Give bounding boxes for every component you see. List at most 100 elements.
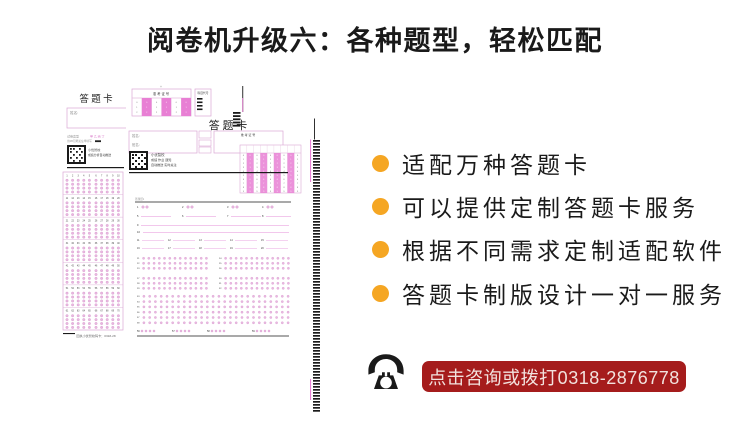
- svg-text:2: 2: [146, 112, 147, 114]
- svg-text:3: 3: [270, 167, 271, 169]
- svg-text:试卷类型: 试卷类型: [67, 134, 79, 139]
- svg-text:8: 8: [284, 187, 285, 189]
- svg-text:小优智校: 小优智校: [151, 152, 165, 157]
- svg-text:3: 3: [290, 167, 291, 169]
- svg-text:5: 5: [277, 175, 278, 177]
- svg-text:3: 3: [256, 167, 257, 169]
- svg-text:8: 8: [243, 187, 244, 189]
- svg-text:9: 9: [297, 191, 298, 193]
- svg-text:8: 8: [263, 187, 264, 189]
- svg-text:答 题 卡: 答 题 卡: [79, 93, 113, 105]
- svg-text:姓名:: 姓名:: [70, 110, 78, 115]
- svg-text:0: 0: [166, 102, 167, 104]
- svg-text:7: 7: [277, 183, 278, 185]
- svg-text:9: 9: [270, 191, 271, 193]
- svg-text:甲 乙 丙 丁: 甲 乙 丙 丁: [90, 134, 105, 139]
- svg-text:9: 9: [290, 191, 291, 193]
- svg-text:8: 8: [256, 187, 257, 189]
- svg-text:2: 2: [297, 163, 298, 165]
- svg-text:6: 6: [263, 179, 264, 181]
- svg-text:0: 0: [284, 155, 285, 157]
- svg-text:7: 7: [256, 183, 257, 185]
- svg-text:成绩分析自动推送: 成绩分析自动推送: [88, 152, 111, 157]
- svg-text:5: 5: [263, 175, 264, 177]
- svg-text:9: 9: [284, 191, 285, 193]
- svg-text:5: 5: [243, 175, 244, 177]
- svg-text:0: 0: [136, 102, 137, 104]
- svg-text:1: 1: [146, 107, 147, 109]
- svg-text:6: 6: [290, 179, 291, 181]
- svg-text:1: 1: [263, 159, 264, 161]
- svg-text:回执小优智校码卡：0318-28: 回执小优智校码卡：0318-28: [76, 333, 115, 338]
- svg-text:成绩 作业 通知: 成绩 作业 通知: [151, 157, 171, 162]
- svg-text:1: 1: [136, 107, 137, 109]
- svg-text:7: 7: [290, 183, 291, 185]
- svg-text:1: 1: [156, 107, 157, 109]
- svg-text:7: 7: [243, 183, 244, 185]
- svg-text:2: 2: [156, 112, 157, 114]
- svg-text:0: 0: [256, 155, 257, 157]
- svg-text:姓名:: 姓名:: [132, 133, 140, 138]
- svg-text:9: 9: [250, 191, 251, 193]
- svg-text:5: 5: [297, 175, 298, 177]
- svg-text:1: 1: [250, 159, 251, 161]
- svg-text:2: 2: [250, 163, 251, 165]
- svg-text:7: 7: [250, 183, 251, 185]
- svg-text:5: 5: [270, 175, 271, 177]
- svg-text:6: 6: [277, 179, 278, 181]
- svg-text:答 题 卡: 答 题 卡: [209, 118, 248, 132]
- svg-text:1: 1: [270, 159, 271, 161]
- svg-text:9: 9: [263, 191, 264, 193]
- svg-text:7: 7: [284, 183, 285, 185]
- svg-text:2: 2: [290, 163, 291, 165]
- svg-text:1: 1: [176, 107, 177, 109]
- svg-text:8: 8: [297, 187, 298, 189]
- svg-text:8: 8: [250, 187, 251, 189]
- svg-text:9: 9: [256, 191, 257, 193]
- svg-text:小优智校: 小优智校: [88, 147, 100, 152]
- svg-text:3: 3: [250, 167, 251, 169]
- svg-text:8: 8: [270, 187, 271, 189]
- svg-text:5: 5: [256, 175, 257, 177]
- svg-text:1: 1: [186, 107, 187, 109]
- svg-text:答题纸1: 答题纸1: [135, 197, 145, 201]
- svg-text:0: 0: [186, 102, 187, 104]
- svg-text:6: 6: [284, 179, 285, 181]
- svg-text:1: 1: [284, 159, 285, 161]
- svg-text:用2B铅笔如左举填写: 用2B铅笔如左举填写: [67, 139, 92, 143]
- svg-text:4: 4: [290, 171, 291, 173]
- svg-text:0: 0: [176, 102, 177, 104]
- svg-text:1: 1: [277, 159, 278, 161]
- svg-text:2: 2: [166, 112, 167, 114]
- svg-text:0: 0: [263, 155, 264, 157]
- svg-text:2: 2: [243, 163, 244, 165]
- svg-text:6: 6: [243, 179, 244, 181]
- svg-text:9: 9: [277, 191, 278, 193]
- svg-text:0: 0: [146, 102, 147, 104]
- svg-text:科目代号: 科目代号: [197, 91, 208, 95]
- svg-text:6: 6: [270, 179, 271, 181]
- svg-text:3: 3: [284, 167, 285, 169]
- svg-text:0: 0: [243, 155, 244, 157]
- svg-text:5: 5: [284, 175, 285, 177]
- svg-text:准 考 证 号: 准 考 证 号: [241, 132, 256, 137]
- svg-text:6: 6: [297, 179, 298, 181]
- svg-text:7: 7: [263, 183, 264, 185]
- svg-text:班名:: 班名:: [132, 142, 140, 147]
- svg-text:0: 0: [277, 155, 278, 157]
- svg-text:6: 6: [250, 179, 251, 181]
- svg-text:0: 0: [297, 155, 298, 157]
- svg-text:5: 5: [250, 175, 251, 177]
- svg-text:0: 0: [156, 102, 157, 104]
- svg-text:9: 9: [243, 191, 244, 193]
- svg-text:2: 2: [277, 163, 278, 165]
- svg-text:2: 2: [136, 112, 137, 114]
- svg-text:8: 8: [290, 187, 291, 189]
- svg-text:0: 0: [250, 155, 251, 157]
- svg-text:1: 1: [166, 107, 167, 109]
- svg-text:2: 2: [256, 163, 257, 165]
- svg-text:1: 1: [290, 159, 291, 161]
- svg-text:3: 3: [297, 167, 298, 169]
- svg-text:准 考 证 号: 准 考 证 号: [153, 91, 170, 96]
- svg-text:0: 0: [270, 155, 271, 157]
